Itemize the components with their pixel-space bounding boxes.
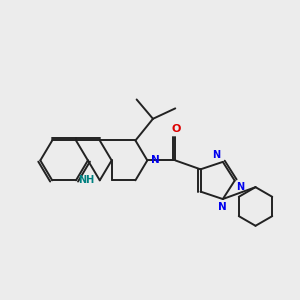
Text: O: O <box>172 124 181 134</box>
Text: N: N <box>151 155 160 165</box>
Text: N: N <box>236 182 244 191</box>
Text: NH: NH <box>78 175 94 185</box>
Text: N: N <box>212 149 220 160</box>
Text: N: N <box>218 202 227 212</box>
